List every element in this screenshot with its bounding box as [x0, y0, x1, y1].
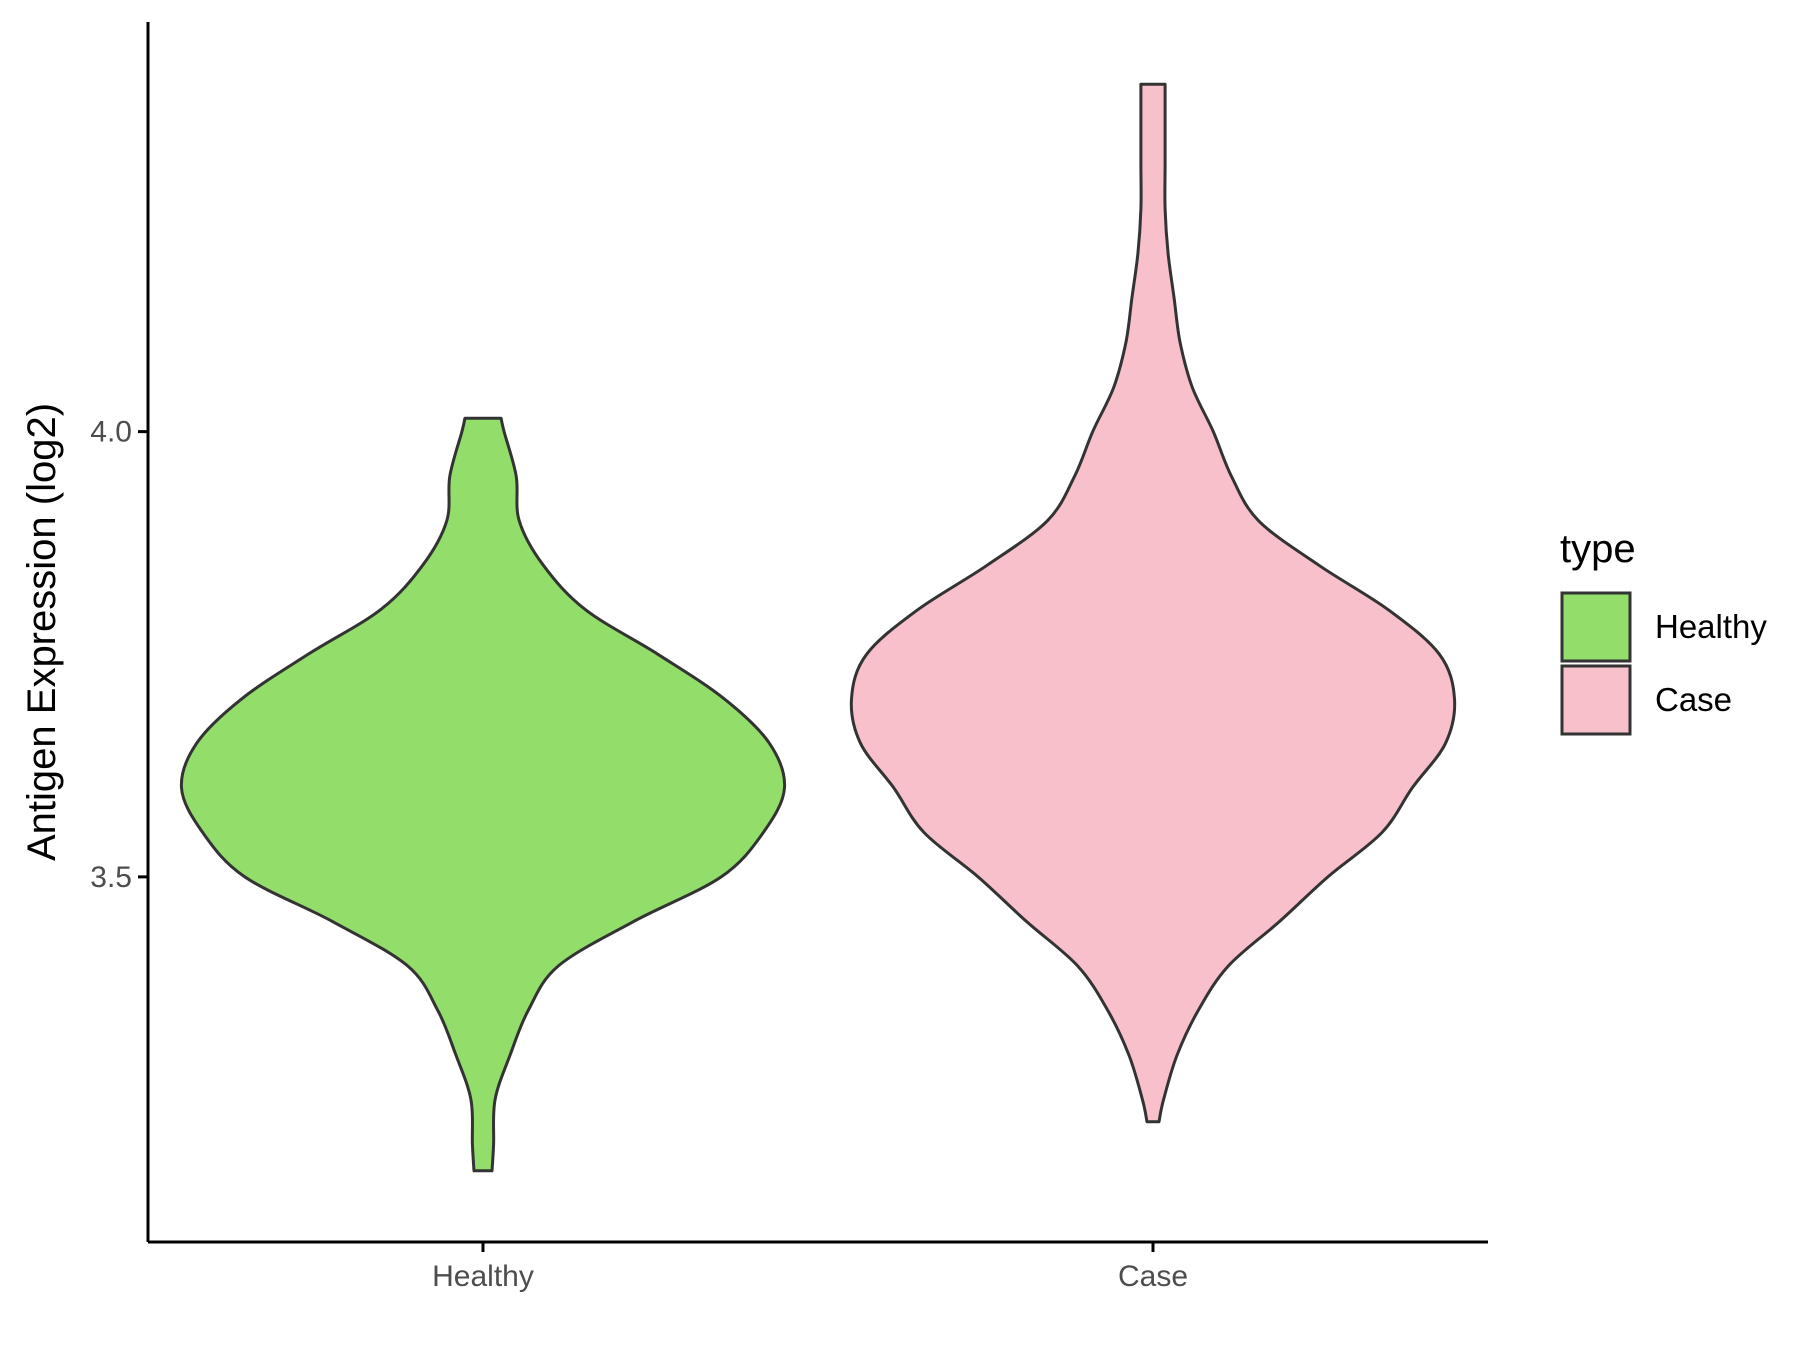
violin-healthy: [179, 416, 787, 1173]
y-axis-title: Antigen Expression (log2): [20, 403, 64, 861]
legend-title: type: [1560, 527, 1636, 571]
x-tick-label-case: Case: [1118, 1260, 1188, 1293]
legend-swatch-case: [1560, 664, 1632, 736]
x-tick-label-healthy: Healthy: [432, 1260, 534, 1293]
legend-label-case: Case: [1655, 681, 1732, 718]
legend-swatch-healthy: [1560, 591, 1632, 663]
y-tick-label: 3.5: [90, 861, 132, 894]
legend-entries: Healthy Case: [1560, 591, 1767, 736]
violins: [179, 82, 1457, 1173]
y-ticks: 3.5 4.0: [90, 416, 148, 894]
x-ticks: Healthy Case: [432, 1242, 1188, 1293]
legend-label-healthy: Healthy: [1655, 608, 1767, 645]
violin-case: [849, 82, 1457, 1124]
axes: [146, 22, 1488, 1244]
y-tick-label: 4.0: [90, 416, 132, 449]
legend: type Healthy Case: [1560, 527, 1767, 736]
